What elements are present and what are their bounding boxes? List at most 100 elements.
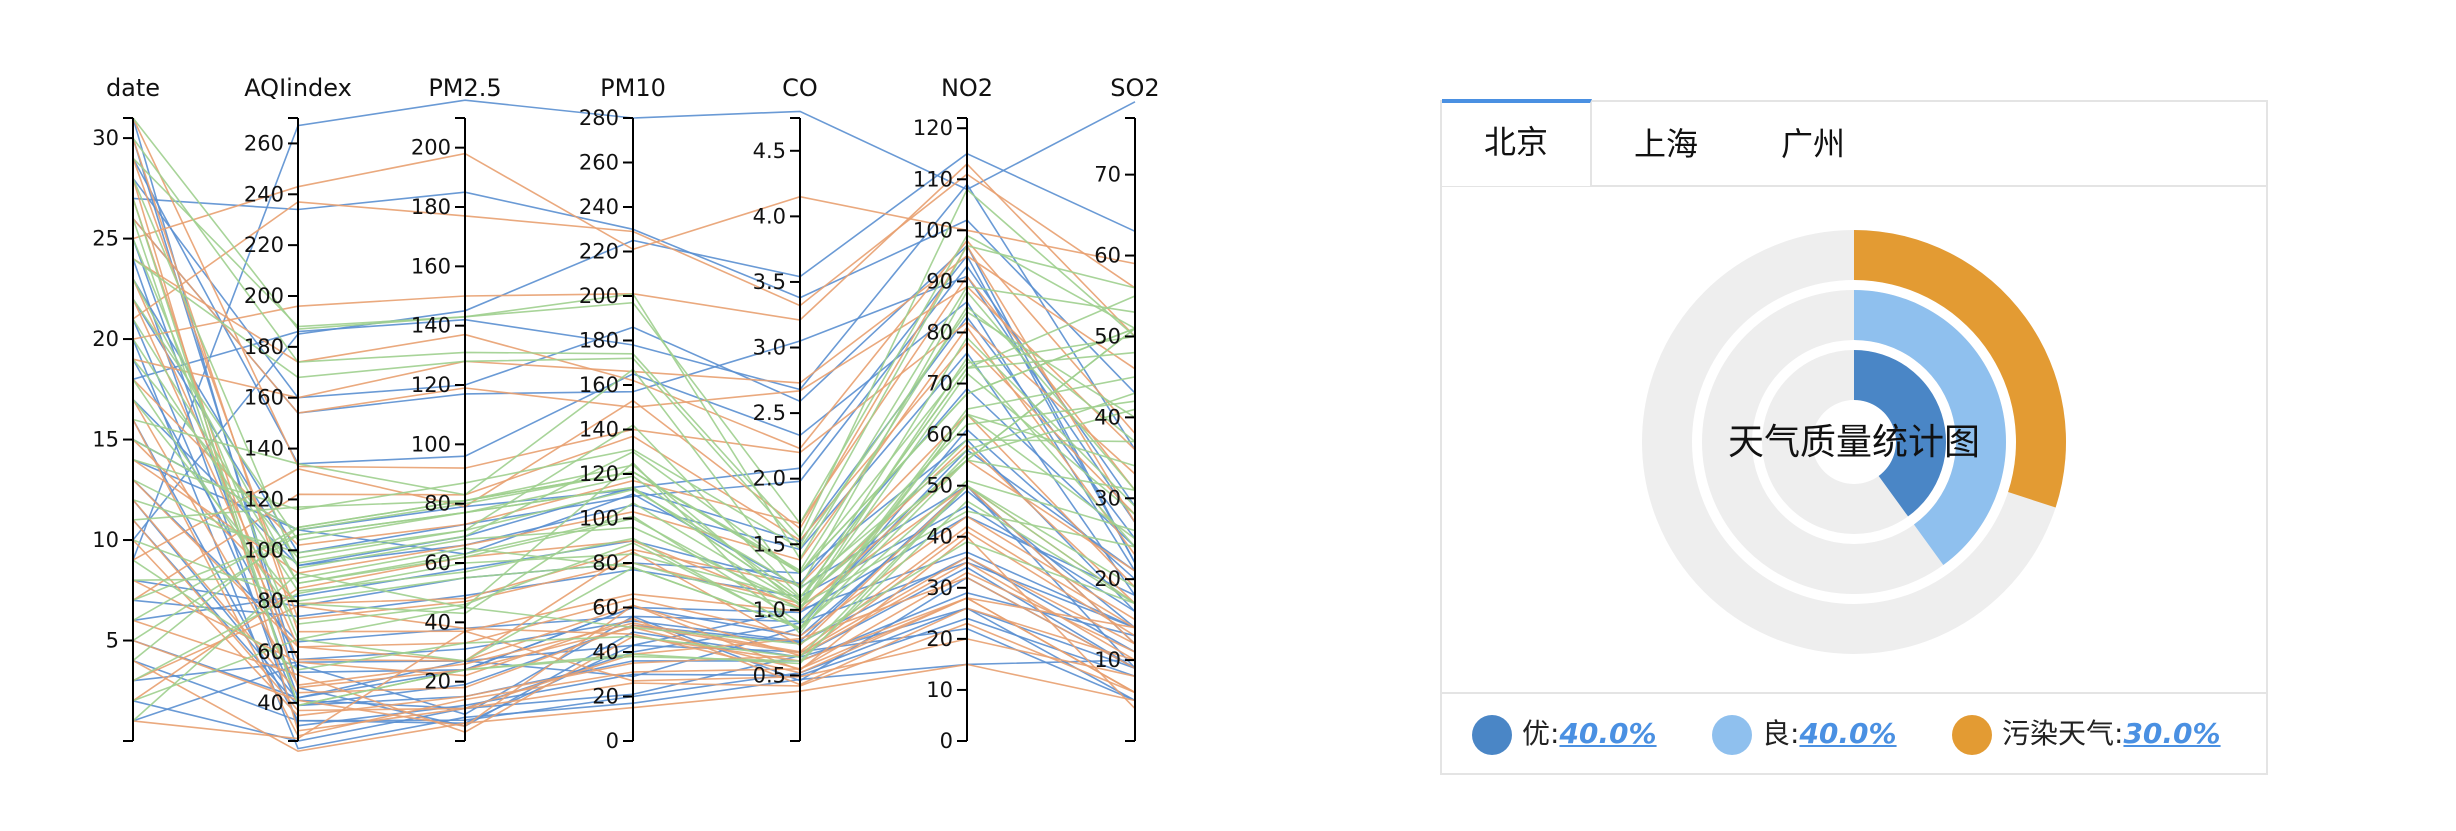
axis-name-label: PM2.5 [428,74,501,102]
tick-label: 40 [257,691,284,715]
tick-label: 80 [424,492,451,516]
tick-label: 0 [606,729,619,753]
tick-label: 200 [579,284,619,308]
tick-label: 3.5 [753,270,786,294]
tick-label: 80 [592,551,619,575]
legend-dot-polluted [1952,715,1992,755]
weather-quality-donut-chart: 天气质量统计图 [1642,230,2066,654]
axis-name-label: SO2 [1110,74,1159,102]
axis-so2: SO2 10 20 30 40 50 60 70 [1094,74,1160,742]
tick-label: 15 [92,428,119,452]
tick-label: 30 [92,126,119,150]
tick-label: 180 [411,195,451,219]
legend-label-excellent: 优: [1522,717,1560,750]
tab-guangzhou[interactable]: 广州 [1780,125,1845,163]
donut-title: 天气质量统计图 [1728,422,1980,463]
tick-label: 240 [579,195,619,219]
tab-beijing[interactable]: 北京 [1442,99,1592,186]
donut-slice[interactable] [1854,350,1946,517]
tick-label: 0 [940,729,953,753]
tick-label: 1.5 [753,532,786,556]
tick-label: 180 [244,335,284,359]
legend-dot-good [1712,715,1752,755]
tick-label: 20 [92,327,119,351]
axis-pm10: PM10 0 20 40 60 80 100 120 140 160 180 200 220 240 260… [579,74,666,753]
tick-label: 220 [244,233,284,257]
tick-label: 30 [926,576,953,600]
donut-slice[interactable] [1854,290,2006,565]
tick-label: 260 [244,131,284,155]
legend-dot-excellent [1472,715,1512,755]
tick-label: 30 [1094,486,1121,510]
tick-label: 140 [244,437,284,461]
legend-pct-polluted: 30.0% [2123,717,2221,750]
tick-label: 100 [913,218,953,242]
tick-label: 60 [1094,244,1121,268]
tick-label: 1.0 [753,598,786,622]
tick-label: 40 [424,610,451,634]
tick-label: 10 [926,678,953,702]
axis-pm25: PM2.5 20 40 60 80 100 120 140 160 180 200 [411,74,502,742]
tick-label: 10 [92,528,119,552]
tick-label: 40 [926,525,953,549]
tick-label: 0.5 [753,663,786,687]
axis-name-label: NO2 [941,74,993,102]
legend-item-polluted[interactable]: 污染天气:30.0% [1952,712,2221,756]
tick-label: 280 [579,106,619,130]
tick-label: 40 [592,640,619,664]
tick-label: 10 [1094,648,1121,672]
tick-label: 20 [424,670,451,694]
tick-label: 20 [592,685,619,709]
axis-name-label: date [106,74,160,102]
legend-label-good: 良: [1762,717,1800,750]
legend-pct-good: 40.0% [1799,717,1897,750]
tick-label: 260 [579,151,619,175]
tick-label: 4.0 [753,204,786,228]
tick-label: 120 [913,116,953,140]
tab-shanghai[interactable]: 上海 [1633,125,1698,163]
tick-label: 220 [579,240,619,264]
tick-label: 200 [244,284,284,308]
tick-label: 20 [1094,567,1121,591]
tick-label: 160 [579,373,619,397]
legend-item-good[interactable]: 良:40.0% [1712,712,1897,756]
tick-label: 50 [1094,324,1121,348]
tick-label: 4.5 [753,139,786,163]
axis-name-label: CO [782,74,818,102]
axis-date: date 5 10 15 20 25 30 [92,74,160,742]
tick-label: 100 [411,432,451,456]
legend-pct-excellent: 40.0% [1559,717,1657,750]
tick-label: 180 [579,329,619,353]
tick-label: 40 [1094,405,1121,429]
tick-label: 120 [244,487,284,511]
tick-label: 60 [424,551,451,575]
tick-label: 2.5 [753,401,786,425]
city-tab-bar: 北京 上海 广州 [1442,99,2266,187]
tick-label: 160 [411,254,451,278]
tick-label: 70 [1094,163,1121,187]
tick-label: 140 [411,314,451,338]
tick-label: 80 [926,320,953,344]
parallel-coordinates-chart: date51015202530AQIindex40608010012014016… [92,74,1160,753]
tick-label: 60 [592,596,619,620]
donut-slice[interactable] [1854,230,2066,508]
tick-label: 25 [92,227,119,251]
tick-label: 50 [926,474,953,498]
tick-label: 70 [926,372,953,396]
axis-no2: NO2 0 10 20 30 40 50 60 70 80 90 100 110 120 [913,74,993,753]
legend-item-excellent[interactable]: 优:40.0% [1472,712,1657,756]
tick-label: 90 [926,269,953,293]
tick-label: 2.0 [753,467,786,491]
tick-label: 60 [926,423,953,447]
tick-label: 5 [106,629,119,653]
tick-label: 140 [579,418,619,442]
tick-label: 60 [257,640,284,664]
legend-label-polluted: 污染天气: [2002,717,2124,750]
tick-label: 100 [244,538,284,562]
tick-label: 240 [244,182,284,206]
tick-label: 120 [411,373,451,397]
tick-label: 20 [926,627,953,651]
tick-label: 160 [244,386,284,410]
axis-co: CO 0.5 1.0 1.5 2.0 2.5 3.0 3.5 4.0 4.5 [753,74,818,742]
tick-label: 120 [579,462,619,486]
